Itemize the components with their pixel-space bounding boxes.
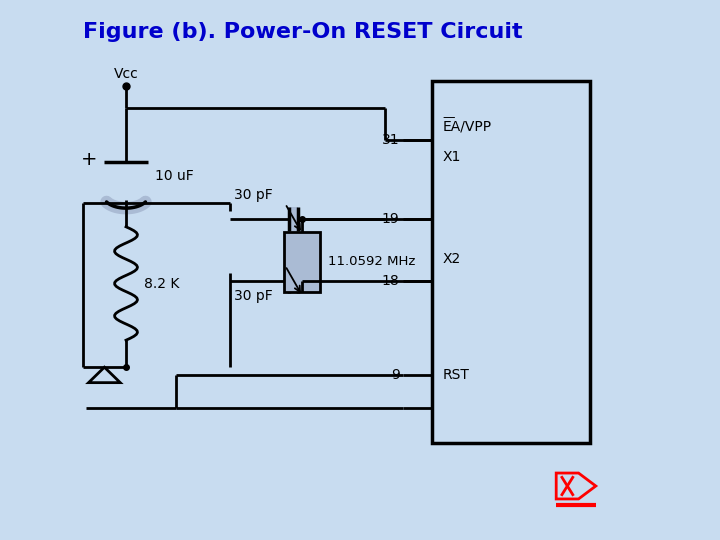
- Text: 30 pF: 30 pF: [234, 188, 273, 202]
- Text: X2: X2: [443, 252, 461, 266]
- Text: RST: RST: [443, 368, 469, 382]
- Text: X1: X1: [443, 150, 462, 164]
- Text: 11.0592 MHz: 11.0592 MHz: [328, 255, 415, 268]
- Text: 10 uF: 10 uF: [155, 168, 194, 183]
- Text: +: +: [81, 150, 97, 169]
- Text: 19: 19: [382, 212, 400, 226]
- Text: —: —: [443, 111, 455, 124]
- Text: Vcc: Vcc: [114, 67, 138, 81]
- Text: 30 pF: 30 pF: [234, 289, 273, 303]
- Text: Figure (b). Power-On RESET Circuit: Figure (b). Power-On RESET Circuit: [83, 22, 522, 42]
- Bar: [289, 269, 298, 293]
- Text: 9: 9: [391, 368, 400, 382]
- Text: 8.2 K: 8.2 K: [144, 276, 179, 291]
- Text: 18: 18: [382, 274, 400, 288]
- Bar: [289, 207, 298, 231]
- Bar: [432, 81, 590, 443]
- Bar: [284, 232, 320, 292]
- Text: 31: 31: [382, 133, 400, 147]
- Text: EA/VPP: EA/VPP: [443, 120, 492, 134]
